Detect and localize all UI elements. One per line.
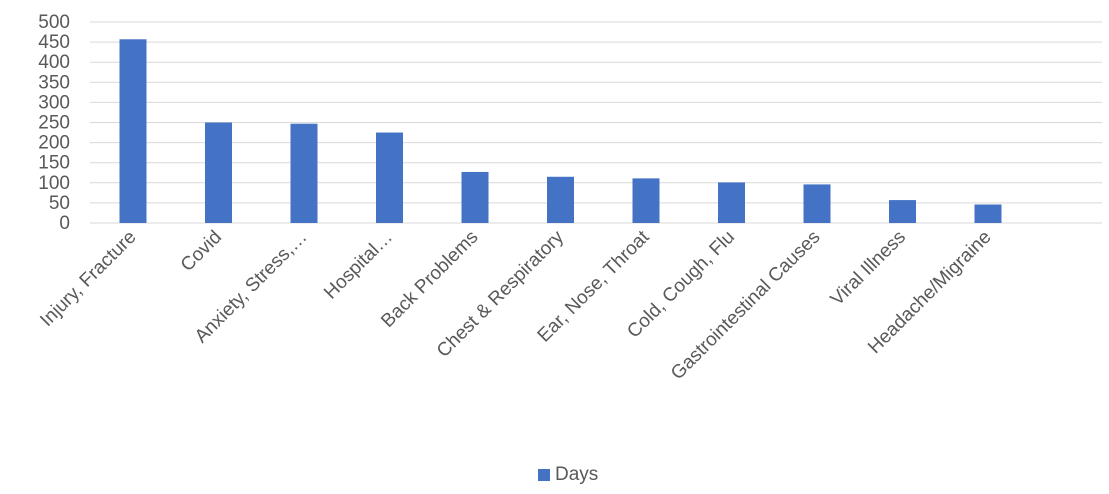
- legend-label-days: Days: [555, 464, 599, 485]
- bar: [376, 132, 403, 223]
- legend-swatch-days: [538, 469, 550, 481]
- x-tick-label: Covid: [177, 227, 226, 276]
- y-tick-label: 300: [38, 92, 70, 113]
- gridlines: [90, 21, 1102, 224]
- legend: Days: [538, 464, 598, 486]
- x-tick-label: Injury, Fracture: [36, 227, 140, 331]
- y-tick-label: 200: [38, 133, 70, 154]
- y-tick-label: 100: [38, 173, 70, 194]
- bar: [718, 182, 745, 223]
- bar: [803, 184, 831, 223]
- y-tick-label: 50: [49, 193, 70, 214]
- y-tick-label: 500: [38, 12, 70, 33]
- bar: [205, 122, 232, 223]
- x-tick-label: Hospital…: [320, 227, 397, 304]
- bars: [119, 39, 1002, 224]
- y-tick-label: 150: [38, 153, 70, 174]
- bar: [547, 176, 574, 223]
- x-tick-label: Gastrointestinal Causes: [667, 227, 824, 384]
- y-tick-label: 0: [59, 213, 70, 234]
- y-tick-label: 350: [38, 72, 70, 93]
- bar: [290, 123, 318, 223]
- bar: [889, 200, 916, 223]
- y-tick-label: 450: [38, 32, 70, 53]
- x-tick-label: Viral Illness: [827, 227, 910, 310]
- bar: [119, 39, 147, 224]
- y-tick-label: 400: [38, 52, 70, 73]
- bar: [632, 178, 660, 223]
- bar: [974, 204, 1002, 223]
- bar: [461, 171, 489, 223]
- y-tick-label: 250: [38, 113, 70, 134]
